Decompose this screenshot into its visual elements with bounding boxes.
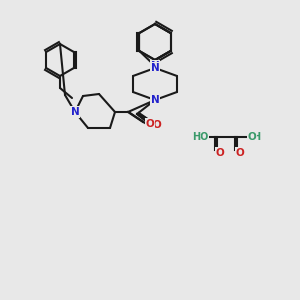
Text: N: N [151, 95, 159, 105]
Text: N: N [151, 61, 159, 71]
Text: O: O [236, 148, 244, 158]
Text: O: O [153, 120, 161, 130]
Text: O: O [146, 119, 154, 129]
Text: N: N [151, 63, 159, 73]
Text: H: H [252, 132, 260, 142]
Text: HO: HO [192, 132, 208, 142]
Text: N: N [70, 107, 80, 117]
Text: O: O [248, 132, 256, 142]
Text: O: O [216, 148, 224, 158]
